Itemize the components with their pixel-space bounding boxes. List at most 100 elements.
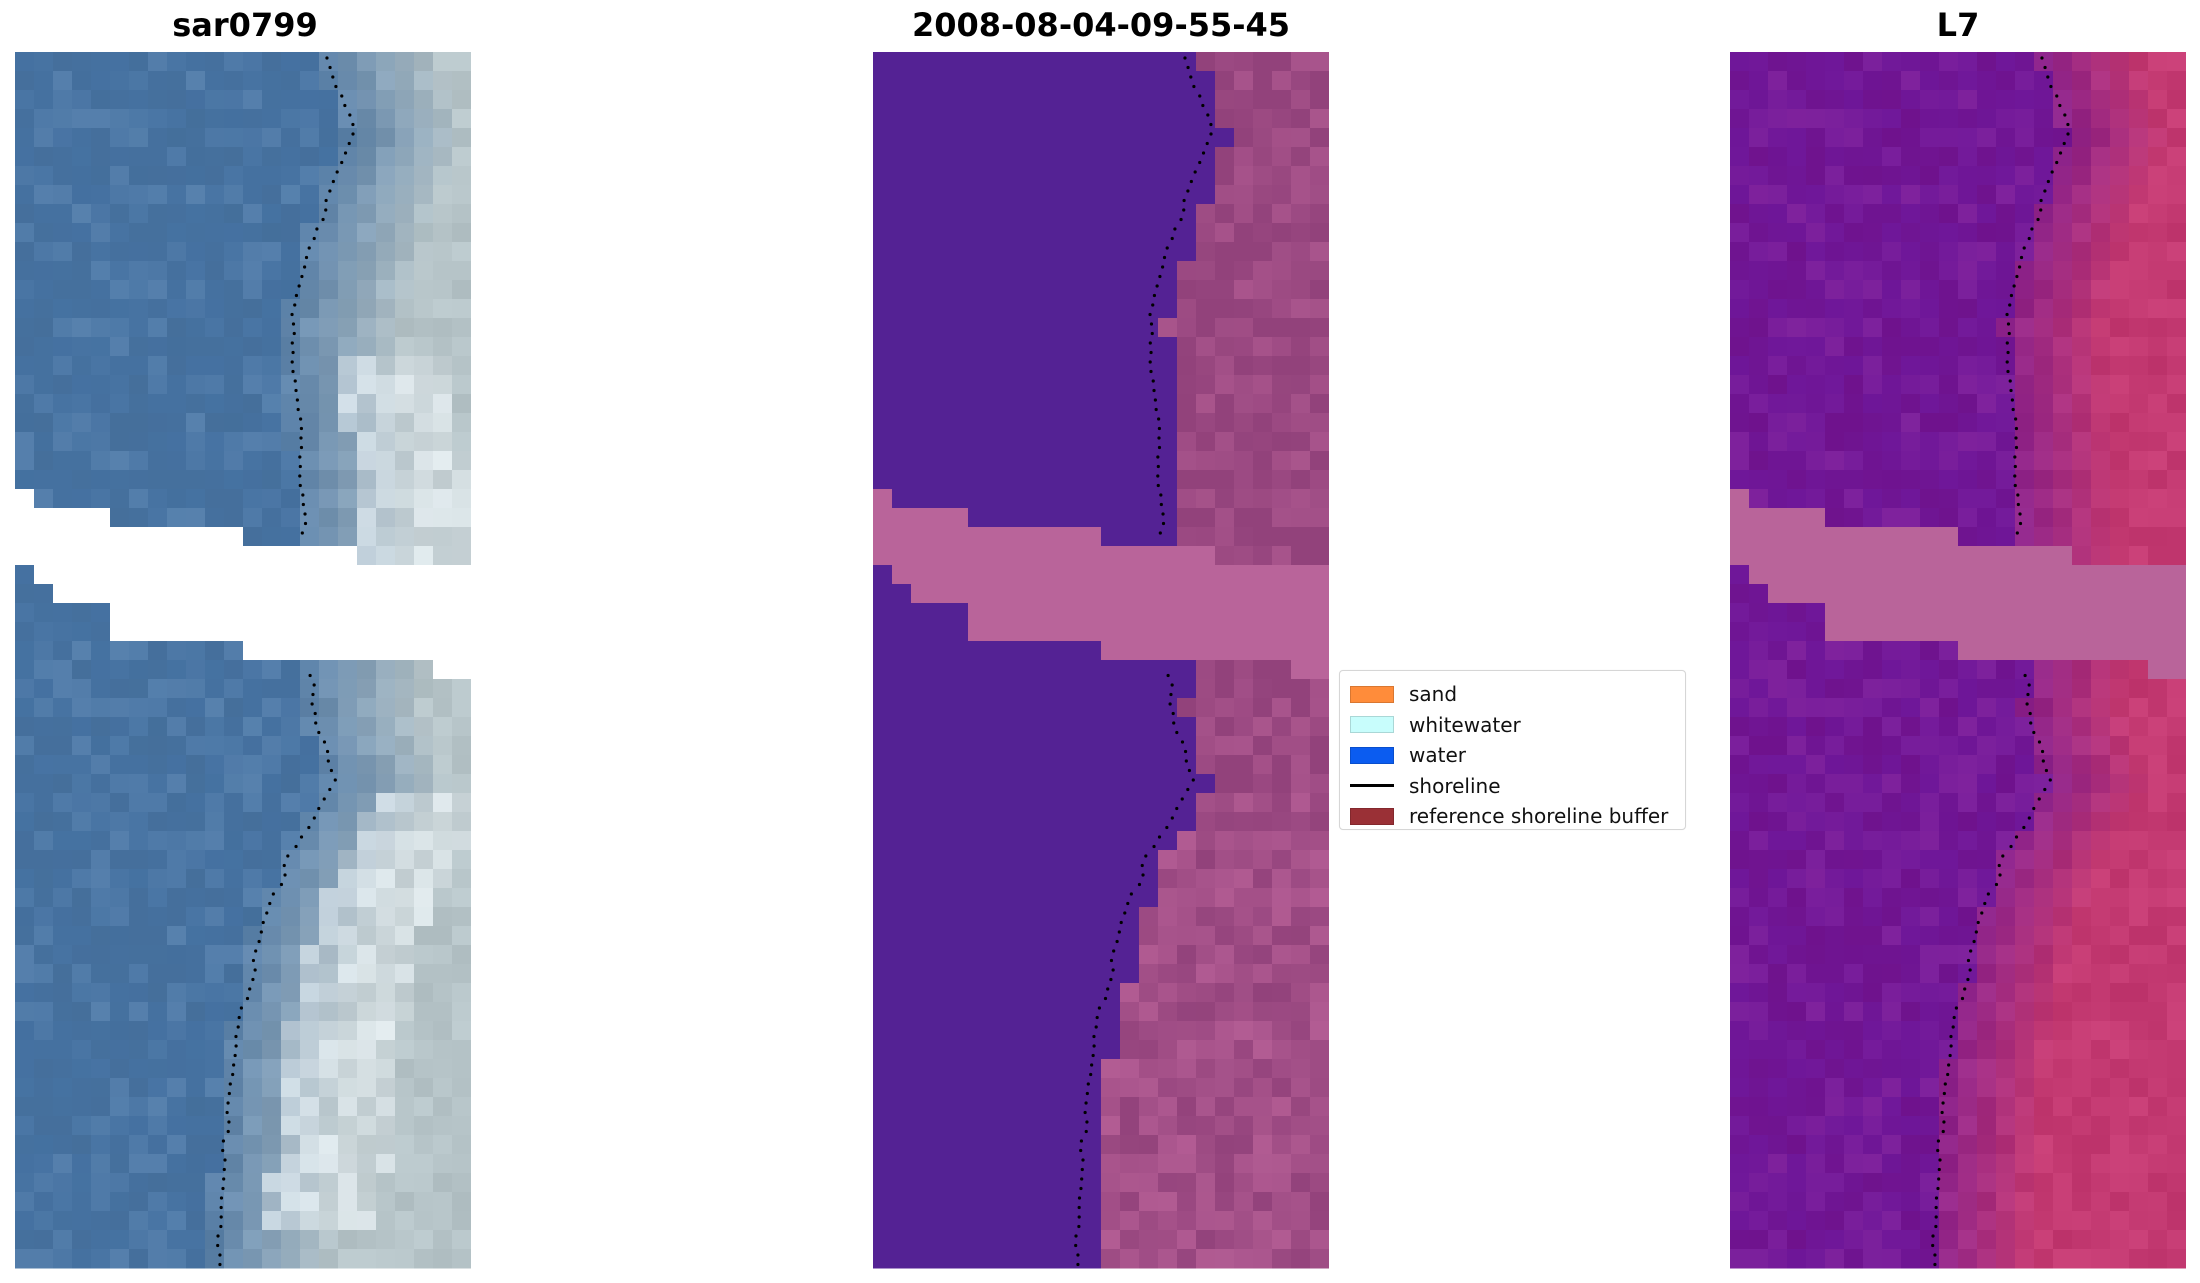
image-pixel [968,983,988,1003]
image-pixel [1730,356,1750,376]
image-pixel [129,603,149,623]
image-pixel [1939,1154,1959,1174]
image-pixel [110,1192,130,1212]
image-pixel [338,1116,358,1136]
image-pixel [892,1249,912,1269]
image-pixel [224,964,244,984]
image-pixel [1882,508,1902,528]
image-pixel [319,413,339,433]
image-pixel [1787,90,1807,110]
image-pixel [1063,52,1083,72]
image-pixel [281,1230,301,1250]
image-pixel [1272,299,1292,319]
image-pixel [53,1154,73,1174]
image-pixel [1996,869,2016,889]
image-pixel [433,774,453,794]
image-pixel [968,603,988,623]
image-pixel [148,945,168,965]
image-pixel [1749,736,1769,756]
image-pixel [1044,660,1064,680]
image-pixel [1044,679,1064,699]
image-pixel [1139,1230,1159,1250]
image-pixel [1158,1173,1178,1193]
shoreline-dot [1941,1101,1945,1105]
image-pixel [1901,679,1921,699]
image-pixel [1063,565,1083,585]
image-pixel [224,1040,244,1060]
image-pixel [1044,1135,1064,1155]
image-pixel [148,1021,168,1041]
image-pixel [873,242,893,262]
legend: sand whitewater water shoreline referenc… [1339,670,1686,830]
image-pixel [376,1154,396,1174]
image-pixel [1025,888,1045,908]
image-pixel [148,52,168,72]
image-pixel [1844,356,1864,376]
image-pixel [1234,831,1254,851]
image-pixel [1806,869,1826,889]
image-pixel [968,1154,988,1174]
image-pixel [1825,299,1845,319]
image-pixel [376,1078,396,1098]
image-pixel [968,1173,988,1193]
image-pixel [2015,1192,2035,1212]
image-pixel [224,945,244,965]
image-pixel [319,52,339,72]
image-pixel [1158,1078,1178,1098]
image-pixel [987,185,1007,205]
image-pixel [949,147,969,167]
image-pixel [1939,166,1959,186]
image-pixel [148,223,168,243]
image-pixel [34,109,54,129]
image-pixel [1215,945,1235,965]
image-pixel [1291,641,1311,661]
image-pixel [262,1211,282,1231]
image-pixel [949,489,969,509]
image-pixel [262,299,282,319]
image-pixel [1749,242,1769,262]
image-pixel [167,774,187,794]
image-pixel [1158,660,1178,680]
image-pixel [319,527,339,547]
image-pixel [1844,1135,1864,1155]
image-pixel [205,318,225,338]
image-pixel [1825,90,1845,110]
image-pixel [357,356,377,376]
image-pixel [987,945,1007,965]
image-pixel [949,1173,969,1193]
image-pixel [224,1021,244,1041]
image-pixel [2110,1002,2130,1022]
image-pixel [1291,394,1311,414]
image-pixel [1063,907,1083,927]
image-pixel [2129,109,2149,129]
image-pixel [357,1059,377,1079]
image-pixel [319,584,339,604]
image-pixel [1044,128,1064,148]
image-pixel [1996,185,2016,205]
image-pixel [1158,470,1178,490]
image-pixel [2091,1192,2111,1212]
image-pixel [1825,375,1845,395]
image-pixel [1863,1078,1883,1098]
image-pixel [186,755,206,775]
legend-label-whitewater: whitewater [1409,712,1521,737]
image-pixel [129,52,149,72]
image-pixel [376,603,396,623]
image-pixel [2091,128,2111,148]
image-pixel [1787,337,1807,357]
image-pixel [167,1154,187,1174]
image-pixel [1253,223,1273,243]
image-pixel [243,964,263,984]
image-pixel [1101,1002,1121,1022]
image-pixel [167,1211,187,1231]
image-pixel [1234,907,1254,927]
image-pixel [414,527,434,547]
image-pixel [319,1211,339,1231]
image-pixel [1806,603,1826,623]
image-pixel [1063,546,1083,566]
image-pixel [1977,679,1997,699]
image-pixel [110,793,130,813]
image-pixel [1063,1173,1083,1193]
image-pixel [1139,1211,1159,1231]
image-pixel [2129,223,2149,243]
